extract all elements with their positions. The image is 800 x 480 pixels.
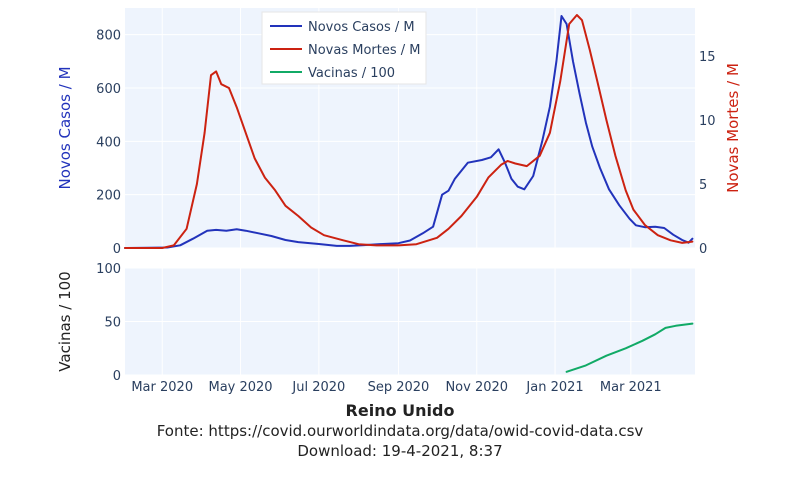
x-tick-label: May 2020 bbox=[208, 380, 272, 395]
x-axis-ticks: Mar 2020 May 2020 Jul 2020 Sep 2020 Nov 2020… bbox=[131, 380, 661, 395]
download-text: Download: 19-4-2021, 8:37 bbox=[297, 442, 503, 460]
series-line-novas-mortes-m bbox=[124, 14, 694, 249]
bottom-series-lines bbox=[565, 322, 694, 373]
top-panel: 0 200 400 600 800 0 5 10 15 Novos Casos / M Nov… bbox=[56, 8, 742, 257]
bottom-y-axis-label: Vacinas / 100 bbox=[56, 271, 74, 371]
x-tick-label: Jul 2020 bbox=[291, 380, 345, 395]
top-left-tick-label: 200 bbox=[96, 189, 121, 204]
top-left-tick-label: 0 bbox=[113, 242, 121, 257]
top-right-y-ticks: 0 5 10 15 bbox=[699, 50, 716, 257]
x-tick-label: Mar 2020 bbox=[131, 380, 193, 395]
x-tick-label: Jan 2021 bbox=[525, 380, 583, 395]
legend-entry-label: Novas Mortes / M bbox=[308, 43, 421, 58]
bottom-tick-label: 0 bbox=[113, 369, 121, 384]
top-left-y-ticks: 0 200 400 600 800 bbox=[96, 29, 121, 257]
legend: Novos Casos / M Novas Mortes / M Vacinas /… bbox=[261, 11, 427, 85]
bottom-tick-label: 100 bbox=[96, 262, 121, 277]
top-right-tick-label: 0 bbox=[699, 242, 707, 257]
top-right-tick-label: 5 bbox=[699, 178, 707, 193]
chart-title: Reino Unido bbox=[345, 401, 455, 420]
series-line-novos-casos-m bbox=[124, 15, 694, 249]
top-series-lines bbox=[124, 14, 694, 249]
top-left-tick-label: 400 bbox=[96, 135, 121, 150]
x-tick-label: Mar 2021 bbox=[600, 380, 662, 395]
top-left-tick-label: 800 bbox=[96, 29, 121, 44]
top-right-tick-label: 10 bbox=[699, 114, 716, 129]
top-left-y-axis-label: Novos Casos / M bbox=[56, 66, 74, 189]
top-right-tick-label: 15 bbox=[699, 50, 716, 65]
bottom-y-ticks: 0 50 100 bbox=[96, 262, 121, 384]
legend-entry-label: Novos Casos / M bbox=[308, 20, 415, 35]
top-left-tick-label: 600 bbox=[96, 82, 121, 97]
footer: Reino Unido Fonte: https://covid.ourworl… bbox=[0, 401, 800, 461]
x-tick-label: Sep 2020 bbox=[368, 380, 430, 395]
bottom-tick-label: 50 bbox=[104, 316, 121, 331]
x-tick-label: Nov 2020 bbox=[445, 380, 508, 395]
bottom-grid bbox=[125, 267, 695, 376]
bottom-panel: 0 50 100 Vacinas / 100 bbox=[56, 262, 695, 384]
legend-entry-label: Vacinas / 100 bbox=[308, 66, 395, 81]
series-line-vacinas-100 bbox=[565, 322, 694, 373]
top-right-y-axis-label: Novas Mortes / M bbox=[724, 63, 742, 193]
source-text: Fonte: https://covid.ourworldindata.org/… bbox=[156, 422, 644, 440]
